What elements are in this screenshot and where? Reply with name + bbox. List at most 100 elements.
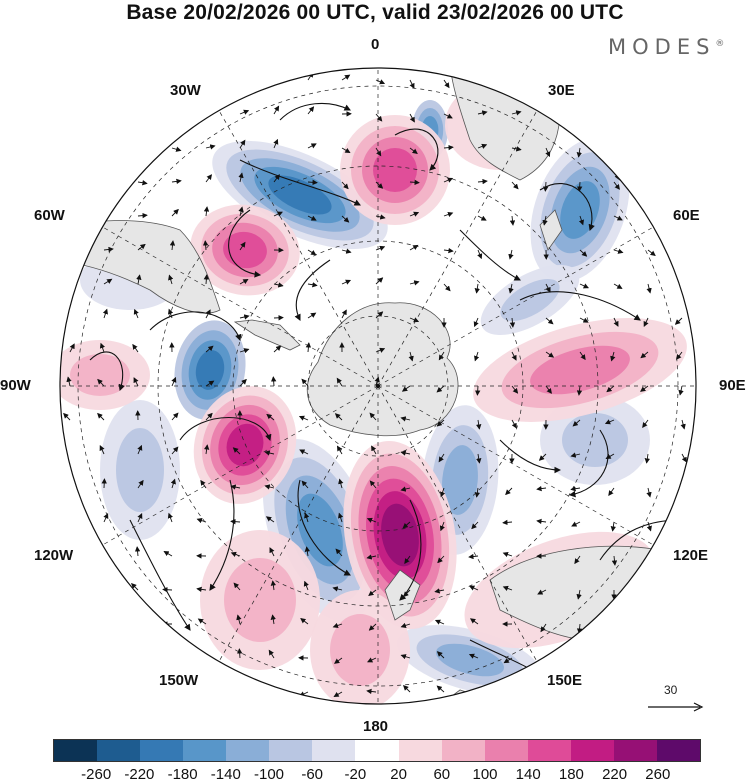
wind-vector [304, 546, 310, 557]
colorbar-bin [97, 740, 141, 761]
wind-vector [576, 385, 583, 396]
wind-vector [608, 487, 615, 497]
wind-vector [443, 247, 454, 254]
wind-vector [545, 351, 555, 358]
wind-vector [368, 589, 377, 597]
streamline [179, 416, 272, 442]
wind-vector [239, 314, 250, 320]
wind-vector [434, 588, 445, 594]
wind-vector [511, 351, 517, 361]
wind-vector [137, 512, 143, 523]
wind-vector [574, 555, 581, 565]
wind-vector [232, 447, 241, 455]
wind-vector [605, 453, 615, 460]
wind-vector [273, 105, 280, 115]
wind-vector [265, 516, 275, 523]
antarctica [306, 302, 459, 437]
colorbar-tick-label: 220 [602, 766, 628, 783]
wind-vector [646, 521, 652, 532]
wind-vector [468, 653, 479, 659]
wind-vector [401, 385, 411, 392]
wind-vector [269, 547, 275, 557]
wind-vector [538, 453, 547, 461]
lon-label-60e: 60E [673, 207, 700, 224]
wind-vector [545, 283, 551, 293]
wind-vector [341, 279, 352, 285]
lon-label-0: 0 [371, 36, 380, 53]
wind-vector [205, 309, 211, 319]
wind-vector [205, 174, 213, 183]
wind-vector [443, 177, 454, 183]
wind-vector [404, 555, 411, 565]
wind-vector [436, 385, 445, 393]
wind-vector [230, 551, 241, 557]
wind-vector [400, 416, 411, 422]
wind-vector [508, 283, 514, 294]
streamline [209, 479, 235, 591]
wind-vector [476, 453, 482, 464]
wind-vector [469, 618, 479, 625]
wind-vector [502, 551, 513, 558]
wind-vector [131, 582, 139, 591]
wind-vector [162, 587, 173, 593]
wind-vector [375, 113, 383, 122]
wind-vector [236, 614, 242, 625]
wind-vector [238, 206, 244, 217]
meridian-line [377, 385, 664, 552]
colorbar-tick-label: 260 [645, 766, 671, 783]
wind-vector [63, 412, 71, 421]
modes-logo: MODES® [608, 35, 724, 59]
wind-vector [134, 546, 141, 557]
wind-vector [236, 648, 243, 659]
wind-vector [475, 385, 481, 396]
wind-vector [133, 308, 139, 319]
meridian-line [212, 100, 379, 387]
anomaly-contour [442, 445, 478, 515]
colorbar-bin [570, 740, 614, 761]
wind-vector [307, 179, 318, 186]
wind-vector [570, 452, 581, 458]
meridian-line [377, 100, 544, 387]
wind-vector [336, 445, 343, 455]
wind-vector [268, 649, 275, 659]
colorbar-tick-label: -60 [301, 766, 324, 783]
wind-vector [400, 622, 411, 628]
wind-vector [646, 283, 652, 294]
wind-vector [511, 110, 522, 116]
lon-label-30e: 30E [548, 82, 575, 99]
colorbar-tick-label: -180 [167, 766, 198, 783]
wind-vector [474, 283, 480, 294]
wind-vector [167, 308, 174, 319]
anomaly-contour [116, 428, 164, 512]
map-title: Base 20/02/2026 00 UTC, valid 23/02/2026… [126, 1, 624, 24]
wind-vector [678, 385, 684, 396]
wind-vector [233, 582, 241, 591]
wind-vector [301, 480, 309, 489]
wind-vector [239, 378, 247, 387]
wind-vector [437, 555, 445, 564]
wind-vector [307, 215, 317, 221]
wind-vector [196, 586, 207, 593]
wind-vector [307, 249, 317, 256]
colorbar-tick-label: 60 [433, 766, 451, 783]
wind-vector [374, 376, 380, 387]
streamline [394, 128, 439, 171]
wind-vector [239, 348, 250, 354]
wind-vector [375, 311, 384, 319]
wind-vector [170, 478, 176, 489]
wind-vector [613, 215, 623, 221]
wind-vector [305, 342, 312, 353]
wind-vector [477, 249, 483, 260]
anomaly-contour [70, 354, 130, 396]
wind-vector [300, 617, 309, 625]
wind-vector [307, 312, 317, 319]
wind-vector [169, 240, 176, 251]
wind-vector [239, 241, 246, 251]
wind-vector [264, 484, 275, 490]
wind-vector [239, 279, 249, 285]
wind-vector [102, 308, 108, 319]
wind-vector [137, 479, 144, 489]
wind-vector [332, 622, 343, 629]
anomaly-contour [381, 503, 419, 567]
wind-vector [503, 657, 513, 664]
